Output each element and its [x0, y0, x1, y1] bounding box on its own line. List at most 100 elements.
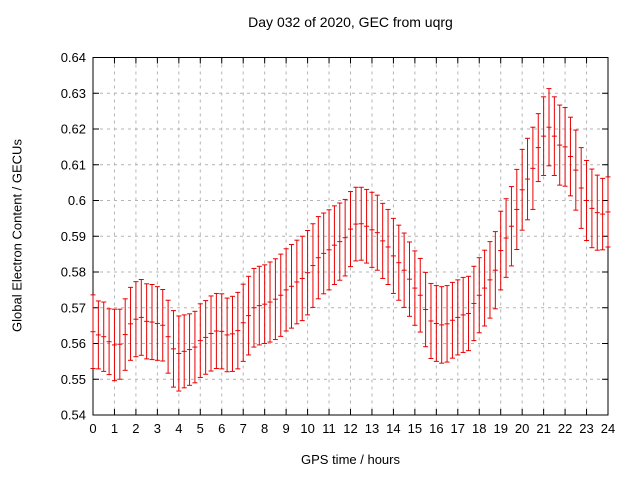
errorbar-point	[246, 275, 252, 356]
errorbar-point	[600, 177, 606, 251]
errorbar-point	[433, 285, 439, 362]
y-tick-label: 0.59	[61, 229, 86, 244]
x-tick-label: 3	[154, 421, 161, 436]
errorbar-point	[111, 308, 117, 382]
x-tick-label: 19	[493, 421, 507, 436]
errorbar-point	[288, 243, 294, 329]
errorbar-point	[578, 147, 584, 229]
errorbar-point	[181, 314, 187, 389]
errorbar-point	[562, 107, 568, 187]
errorbar-point	[310, 223, 316, 308]
errorbar-point	[240, 283, 246, 362]
errorbar-point	[551, 96, 557, 176]
x-tick-label: 15	[408, 421, 422, 436]
y-tick-label: 0.64	[61, 50, 86, 65]
errorbar-point	[326, 209, 332, 291]
x-tick-label: 1	[111, 421, 118, 436]
x-tick-label: 2	[132, 421, 139, 436]
x-tick-label: 24	[601, 421, 615, 436]
errorbar-point	[428, 282, 434, 360]
x-tick-label: 21	[536, 421, 550, 436]
errorbar-point	[584, 159, 590, 242]
x-tick-label: 6	[218, 421, 225, 436]
errorbar-point	[251, 267, 257, 348]
y-axis-label: Global Electron Content / GECUs	[9, 139, 25, 332]
x-tick-label: 13	[365, 421, 379, 436]
errorbar-point	[219, 293, 225, 370]
errorbar-point	[594, 174, 600, 251]
errorbar-point	[133, 281, 139, 358]
errorbar-point	[423, 271, 429, 348]
errorbar-point	[514, 168, 520, 250]
x-tick-label: 12	[343, 421, 357, 436]
x-tick-label: 11	[322, 421, 336, 436]
errorbar-point	[476, 257, 482, 334]
x-tick-label: 18	[472, 421, 486, 436]
x-tick-label: 8	[261, 421, 268, 436]
errorbar-point	[154, 286, 160, 361]
errorbar-point	[482, 249, 488, 327]
errorbar-point	[342, 198, 348, 277]
errorbar-point	[267, 261, 273, 343]
x-tick-label: 4	[175, 421, 182, 436]
errorbar-point	[589, 168, 595, 249]
errorbar-point	[144, 283, 150, 360]
errorbar-point	[471, 265, 477, 342]
errorbar-point	[374, 194, 380, 271]
x-tick-label: 23	[579, 421, 593, 436]
errorbar-point	[122, 298, 128, 371]
x-tick-label: 9	[283, 421, 290, 436]
chart-title: Day 032 of 2020, GEC from uqrg	[248, 14, 453, 30]
errorbar-point	[605, 176, 611, 248]
x-tick-label: 14	[386, 421, 400, 436]
errorbar-point	[283, 248, 289, 332]
errorbar-point	[546, 88, 552, 167]
errorbar-point	[535, 113, 541, 183]
errorbar-point	[455, 279, 461, 356]
errorbar-point	[508, 186, 514, 267]
errorbar-point	[305, 230, 311, 316]
y-tick-label: 0.56	[61, 336, 86, 351]
errorbar-point	[294, 239, 300, 325]
errorbar-point	[213, 292, 219, 370]
errorbar-point	[407, 241, 413, 317]
errorbar-point	[101, 301, 107, 372]
errorbar-point	[519, 148, 525, 231]
errorbar-point	[315, 216, 321, 300]
errorbar-point	[449, 281, 455, 359]
errorbar-point	[176, 315, 182, 392]
errorbar-point	[197, 303, 203, 378]
errorbar-point	[187, 313, 193, 386]
errorbar-point	[358, 186, 364, 261]
errorbar-point	[192, 310, 198, 384]
errorbar-point	[567, 116, 573, 197]
errorbar-point	[235, 291, 241, 370]
errorbar-point	[460, 276, 466, 353]
errorbar-point	[170, 310, 176, 388]
errorbar-point	[208, 295, 214, 372]
errorbar-point	[272, 258, 278, 341]
errorbar-point	[138, 279, 144, 356]
x-tick-label: 16	[429, 421, 443, 436]
errorbar-point	[573, 129, 579, 211]
errorbar-point	[331, 205, 337, 286]
errorbar-point	[412, 250, 418, 326]
errorbar-point	[498, 210, 504, 291]
errorbar-point	[525, 137, 531, 221]
y-tick-label: 0.63	[61, 86, 86, 101]
x-tick-label: 10	[300, 421, 314, 436]
errorbar-point	[530, 126, 536, 210]
errorbar-point	[503, 198, 509, 278]
errorbar-point	[369, 191, 375, 268]
errorbar-point	[557, 104, 563, 186]
y-tick-label: 0.54	[61, 408, 86, 423]
x-tick-label: 7	[240, 421, 247, 436]
x-tick-label: 20	[515, 421, 529, 436]
y-tick-label: 0.55	[61, 372, 86, 387]
errorbar-point	[229, 295, 235, 372]
errorbar-point	[364, 188, 370, 264]
errorbar-point	[262, 264, 268, 344]
y-tick-label: 0.57	[61, 300, 86, 315]
errorbar-point	[353, 186, 359, 262]
